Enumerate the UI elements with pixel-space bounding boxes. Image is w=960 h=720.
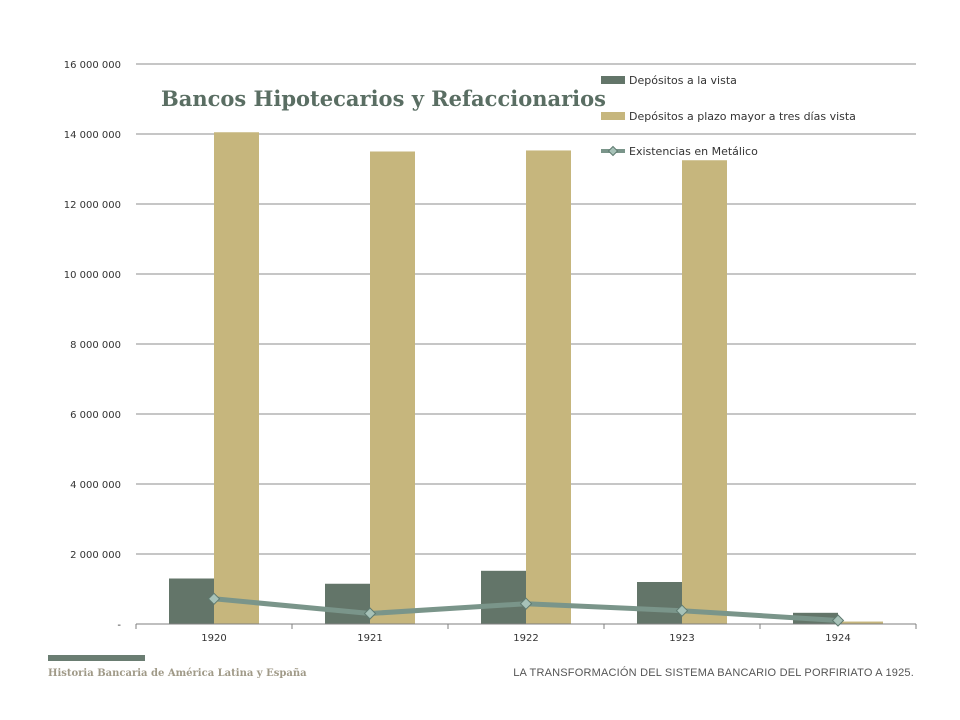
x-tick-label: 1921 (357, 633, 382, 644)
footer-accent-bar (48, 655, 145, 661)
y-tick-label: 10 000 000 (64, 270, 121, 281)
y-tick-label: 6 000 000 (70, 410, 121, 421)
x-axis (135, 623, 917, 629)
legend-label: Existencias en Metálico (629, 145, 758, 158)
legend-label: Depósitos a plazo mayor a tres días vist… (629, 110, 856, 123)
line-point-marker (207, 592, 221, 606)
footer-slide-title: LA TRANSFORMACIÓN DEL SISTEMA BANCARIO D… (513, 667, 914, 679)
bar-depositos-plazo (370, 151, 415, 624)
legend-swatch (601, 76, 625, 84)
y-axis-tick-labels: - 2 000 000 4 000 000 6 000 000 8 000 000 10 … (64, 60, 122, 631)
legend-marker (607, 145, 619, 157)
y-tick-label: 8 000 000 (70, 340, 121, 351)
x-tick-label: 1922 (513, 633, 538, 644)
line-point-marker (519, 597, 533, 610)
line-point-marker (831, 614, 845, 627)
y-tick-label: 16 000 000 (64, 60, 121, 71)
bar-depositos-plazo (838, 621, 883, 624)
line-point-marker (363, 607, 377, 620)
x-tick-label: 1924 (825, 633, 850, 644)
footer-source: Historia Bancaria de América Latina y Es… (48, 668, 307, 679)
bar-depositos-plazo (526, 150, 571, 624)
x-tick-label: 1923 (669, 633, 694, 644)
y-tick-label: 12 000 000 (64, 200, 121, 211)
bar-depositos-vista (169, 578, 214, 624)
y-tick-label: 14 000 000 (64, 130, 121, 141)
bar-depositos-vista (637, 582, 682, 624)
legend-swatch (601, 112, 625, 120)
x-tick-label: 1920 (201, 633, 226, 644)
bar-depositos-plazo (682, 160, 727, 624)
legend-label: Depósitos a la vista (629, 74, 737, 87)
chart-line-series (207, 592, 845, 627)
y-tick-label: 2 000 000 (70, 550, 121, 561)
y-tick-label: 4 000 000 (70, 480, 121, 491)
chart-title: Bancos Hipotecarios y Refaccionarios (161, 86, 606, 111)
chart-legend: Depósitos a la vista Depósitos a plazo ma… (601, 74, 856, 158)
bar-depositos-vista (481, 570, 526, 624)
bar-depositos-vista (325, 583, 370, 624)
y-tick-label: - (117, 620, 121, 631)
bar-depositos-plazo (214, 132, 259, 624)
x-axis-tick-labels: 1920 1921 1922 1923 1924 (201, 633, 850, 644)
chart-bars (169, 132, 883, 624)
line-point-marker (675, 604, 689, 617)
chart: - 2 000 000 4 000 000 6 000 000 8 000 000 10 … (64, 60, 917, 644)
